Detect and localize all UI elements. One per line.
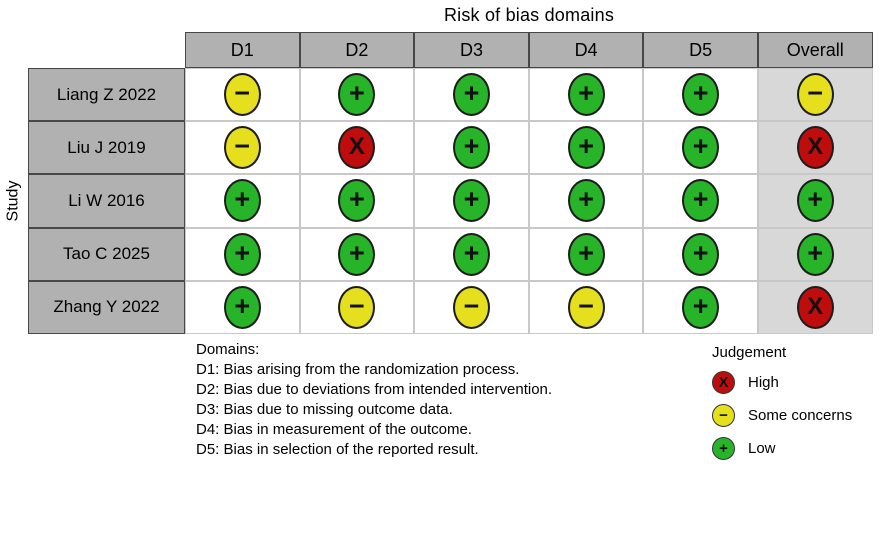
judgement-circle-high: X: [796, 126, 834, 170]
judgement-cell: +: [414, 68, 529, 122]
judgement-circle-low: +: [223, 179, 261, 223]
judgement-legend-label-low: Low: [748, 440, 776, 457]
domain-header-row: D1 D2 D3 D4 D5 Overall: [185, 32, 873, 68]
judgement-cell: X: [299, 121, 415, 175]
judgement-cell: −: [757, 68, 873, 122]
judgement-cell: +: [528, 121, 644, 175]
judgement-legend-item-low: + Low: [712, 437, 852, 460]
study-label: Li W 2016: [28, 174, 185, 228]
judgement-cell: +: [643, 280, 758, 334]
column-header-d3: D3: [414, 32, 529, 68]
judgement-circle-low: +: [682, 232, 720, 276]
judgement-grid: − + + + + − − X + + + X + + + + + + + + + + + + + − − − + X: [185, 68, 873, 334]
judgement-legend-item-some: − Some concerns: [712, 404, 852, 427]
judgement-circle-low: +: [452, 126, 490, 170]
judgement-legend: Judgement X High − Some concerns + Low: [712, 344, 852, 470]
figure-title: Risk of bias domains: [443, 5, 615, 25]
judgement-legend-circle-high: X: [712, 371, 735, 394]
judgement-cell: +: [299, 227, 415, 281]
judgement-cell: +: [185, 280, 300, 334]
domain-definition-d3: D3: Bias due to missing outcome data.: [196, 401, 453, 418]
study-axis-label: Study: [0, 68, 26, 334]
judgement-cell: +: [528, 227, 644, 281]
judgement-cell: −: [185, 121, 300, 175]
domain-definition-d5: D5: Bias in selection of the reported re…: [196, 441, 479, 458]
judgement-cell: −: [528, 280, 644, 334]
study-label: Liu J 2019: [28, 121, 185, 175]
judgement-circle-low: +: [682, 73, 720, 117]
judgement-cell: +: [528, 174, 644, 228]
study-axis-text: Study: [4, 180, 22, 222]
domain-definition-d4: D4: Bias in measurement of the outcome.: [196, 421, 472, 438]
study-column: Liang Z 2022 Liu J 2019 Li W 2016 Tao C 202…: [28, 68, 185, 334]
judgement-circle-low: +: [452, 73, 490, 117]
study-label: Tao C 2025: [28, 227, 185, 281]
judgement-circle-low: +: [567, 126, 605, 170]
judgement-cell: +: [643, 227, 758, 281]
domain-definition-d1: D1: Bias arising from the randomization …: [196, 361, 520, 378]
judgement-circle-low: +: [338, 232, 376, 276]
domain-definition-d2: D2: Bias due to deviations from intended…: [196, 381, 553, 398]
judgement-legend-label-high: High: [748, 374, 779, 391]
judgement-circle-some: −: [223, 73, 261, 117]
judgement-legend-heading: Judgement: [712, 344, 787, 361]
judgement-circle-low: +: [452, 179, 490, 223]
judgement-circle-low: +: [796, 232, 834, 276]
judgement-cell: +: [643, 68, 758, 122]
column-header-overall: Overall: [757, 32, 873, 68]
judgement-legend-circle-low: +: [712, 437, 735, 460]
column-header-d1: D1: [185, 32, 300, 68]
judgement-cell: +: [414, 121, 529, 175]
judgement-cell: +: [185, 174, 300, 228]
judgement-legend-label-some: Some concerns: [748, 407, 853, 424]
study-label: Liang Z 2022: [28, 68, 185, 122]
judgement-cell: X: [757, 280, 873, 334]
study-label: Zhang Y 2022: [28, 280, 185, 334]
column-header-d4: D4: [528, 32, 644, 68]
judgement-circle-some: −: [223, 126, 261, 170]
judgement-circle-low: +: [567, 73, 605, 117]
judgement-cell: +: [643, 174, 758, 228]
judgement-circle-high: X: [796, 285, 834, 329]
judgement-cell: +: [299, 68, 415, 122]
judgement-circle-low: +: [452, 232, 490, 276]
judgement-cell: +: [414, 227, 529, 281]
judgement-circle-low: +: [682, 285, 720, 329]
judgement-cell: +: [528, 68, 644, 122]
judgement-cell: +: [643, 121, 758, 175]
judgement-circle-low: +: [567, 179, 605, 223]
judgement-cell: +: [299, 174, 415, 228]
judgement-circle-low: +: [223, 285, 261, 329]
judgement-legend-item-high: X High: [712, 371, 852, 394]
judgement-circle-some: −: [452, 285, 490, 329]
judgement-circle-low: +: [223, 232, 261, 276]
judgement-circle-low: +: [338, 179, 376, 223]
judgement-circle-low: +: [567, 232, 605, 276]
judgement-circle-some: −: [567, 285, 605, 329]
domains-legend: Domains: D1: Bias arising from the rando…: [196, 340, 552, 460]
judgement-circle-low: +: [796, 179, 834, 223]
judgement-circle-low: +: [338, 73, 376, 117]
judgement-cell: +: [757, 174, 873, 228]
judgement-circle-high: X: [338, 126, 376, 170]
judgement-circle-some: −: [338, 285, 376, 329]
column-header-d5: D5: [643, 32, 758, 68]
judgement-cell: +: [757, 227, 873, 281]
judgement-cell: −: [299, 280, 415, 334]
judgement-circle-low: +: [682, 126, 720, 170]
judgement-cell: X: [757, 121, 873, 175]
judgement-cell: −: [414, 280, 529, 334]
domains-legend-heading: Domains:: [196, 341, 260, 358]
column-header-d2: D2: [299, 32, 415, 68]
judgement-legend-circle-some: −: [712, 404, 735, 427]
judgement-circle-low: +: [682, 179, 720, 223]
judgement-cell: +: [414, 174, 529, 228]
judgement-circle-some: −: [796, 73, 834, 117]
judgement-cell: −: [185, 68, 300, 122]
judgement-cell: +: [185, 227, 300, 281]
